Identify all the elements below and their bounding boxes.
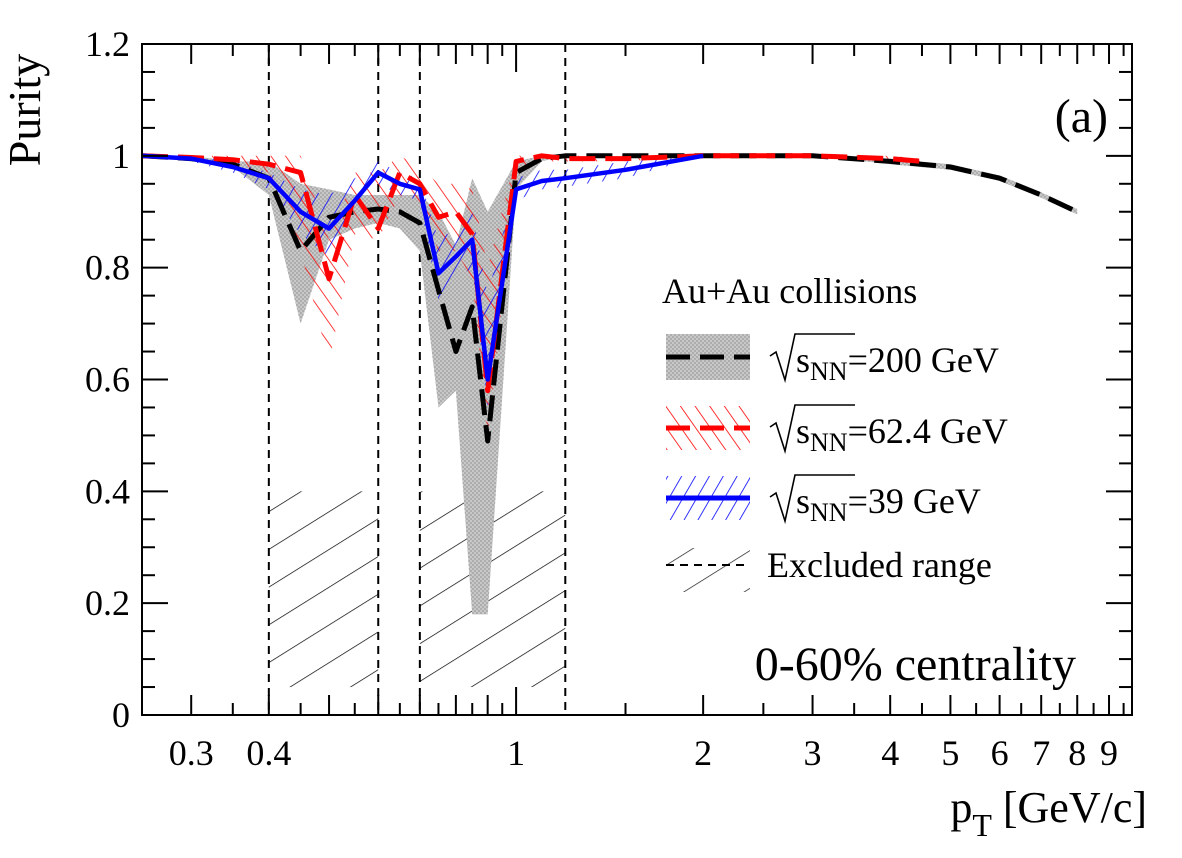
legend-sqrt-39 bbox=[769, 474, 855, 525]
x-tick-label: 5 bbox=[941, 733, 959, 773]
y-tick-label: 0.8 bbox=[85, 248, 130, 288]
x-tick-label: 7 bbox=[1032, 733, 1050, 773]
x-tick-label: 2 bbox=[694, 733, 712, 773]
x-tick-label: 9 bbox=[1100, 733, 1118, 773]
x-tick-label: 0.3 bbox=[169, 733, 214, 773]
panel-label: (a) bbox=[1055, 90, 1108, 143]
legend-label-62-sub: NN bbox=[810, 428, 848, 457]
excluded-range-hatch-0 bbox=[268, 491, 379, 688]
legend-entry-62: sNN=62.4 GeV bbox=[666, 404, 1008, 457]
legend-title: Au+Au collisions bbox=[662, 271, 917, 311]
legend-label-62: sNN=62.4 GeV bbox=[796, 411, 1008, 457]
x-tick-label: 6 bbox=[991, 733, 1009, 773]
centrality-annotation: 0-60% centrality bbox=[755, 638, 1076, 691]
series-line-s200 bbox=[142, 153, 1079, 444]
x-tick-label: 4 bbox=[881, 733, 899, 773]
x-axis-label-unit: [GeV/c] bbox=[992, 783, 1147, 832]
y-tick-label: 0 bbox=[112, 695, 130, 735]
x-axis-label: pT [GeV/c] bbox=[950, 783, 1147, 843]
legend-label-200-sub: NN bbox=[810, 357, 848, 386]
excluded-ranges bbox=[267, 44, 567, 715]
legend-label-39: sNN=39 GeV bbox=[796, 481, 981, 527]
y-tick-label: 0.2 bbox=[85, 583, 130, 623]
x-tick-label: 1 bbox=[507, 733, 525, 773]
x-tick-label: 8 bbox=[1068, 733, 1086, 773]
legend-swatch-excluded-band bbox=[666, 548, 750, 592]
series-lines bbox=[142, 153, 1079, 444]
legend-label-62-s: s bbox=[796, 411, 810, 451]
x-tick-label: 0.4 bbox=[246, 733, 291, 773]
y-tick-label: 1 bbox=[112, 136, 130, 176]
legend-label-39-s: s bbox=[796, 481, 810, 521]
y-tick-label: 1.2 bbox=[85, 24, 130, 64]
y-tick-label: 0.6 bbox=[85, 360, 130, 400]
x-axis-label-sub: T bbox=[972, 807, 992, 843]
legend-label-39-value: =39 GeV bbox=[848, 481, 981, 521]
series-line-s62 bbox=[142, 153, 923, 394]
legend-sqrt-62 bbox=[769, 404, 855, 455]
x-axis-label-main: p bbox=[950, 783, 972, 832]
legend-label-200: sNN=200 GeV bbox=[796, 340, 999, 386]
x-tick-label: 3 bbox=[804, 733, 822, 773]
legend-label-200-value: =200 GeV bbox=[848, 340, 999, 380]
axes: 0 0.2 0.4 0.6 0.8 1 1.2 0.3 0.4 1 2 3 4 5 6 7 8 9 bbox=[85, 24, 1133, 773]
legend-label-200-s: s bbox=[796, 340, 810, 380]
legend-entry-excluded: Excluded range bbox=[666, 545, 992, 592]
legend-label-39-sub: NN bbox=[810, 498, 848, 527]
legend-label-62-value: =62.4 GeV bbox=[848, 411, 1008, 451]
legend-sqrt-200 bbox=[769, 333, 855, 384]
series-line-s39 bbox=[142, 153, 704, 382]
legend-entry-39: sNN=39 GeV bbox=[666, 474, 981, 527]
y-tick-label: 0.4 bbox=[85, 471, 130, 511]
legend-label-excluded: Excluded range bbox=[767, 545, 992, 585]
legend-entry-200: sNN=200 GeV bbox=[666, 333, 999, 386]
y-axis-label: Purity bbox=[0, 54, 50, 166]
